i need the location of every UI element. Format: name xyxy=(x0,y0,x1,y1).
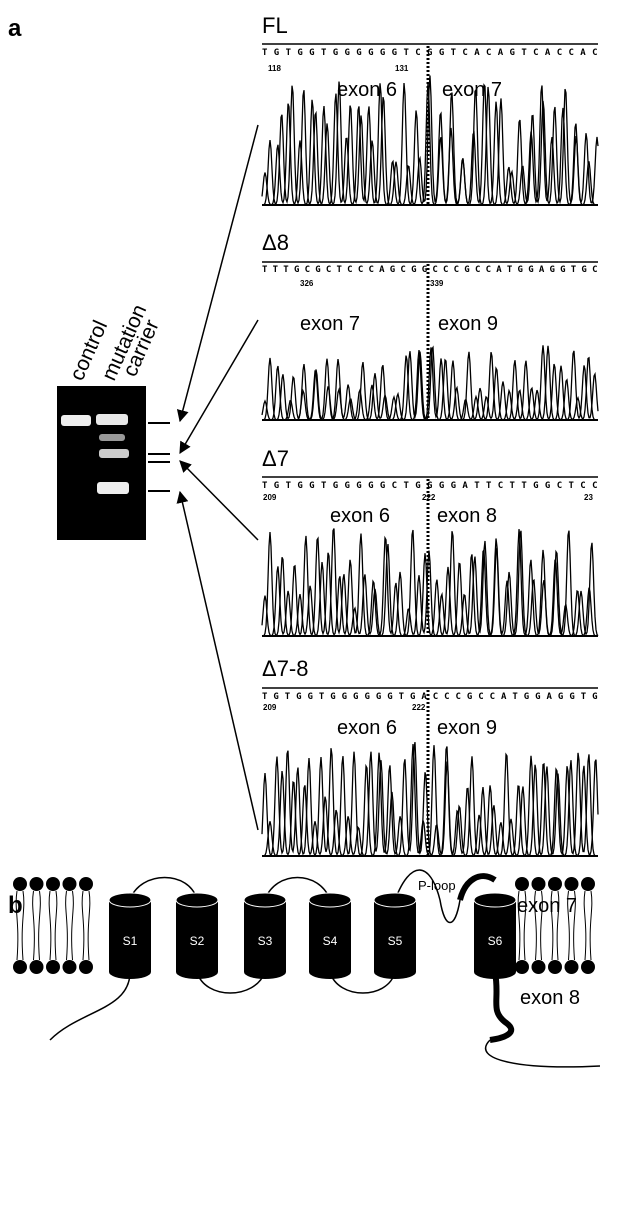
exon-label: exon 8 xyxy=(520,987,580,1009)
trace-title: Δ8 xyxy=(262,230,289,255)
helix-top xyxy=(309,893,351,907)
lipid-head xyxy=(515,877,529,891)
lipid-head xyxy=(565,960,579,974)
lipid-head xyxy=(515,960,529,974)
position: 326 xyxy=(300,279,314,288)
panel-label: b xyxy=(8,892,23,919)
exon-label: exon 6 xyxy=(337,79,397,101)
helix-bottom xyxy=(374,965,416,979)
gel-band xyxy=(61,415,91,426)
lipid-tail xyxy=(33,891,35,960)
helix-label: S2 xyxy=(190,934,205,948)
helix-top xyxy=(374,893,416,907)
lipid-tail xyxy=(49,891,51,960)
exon-label: exon 9 xyxy=(438,313,498,335)
gel xyxy=(57,386,146,540)
lipid-tail xyxy=(66,891,68,960)
sequence: TGTGGTGGGGGGTCGGTCACAGTCACCAC xyxy=(262,48,598,58)
figure: a control mutation carrier FLTGTGGTGGGGG… xyxy=(0,0,623,1209)
trace-title: Δ7-8 xyxy=(262,656,309,681)
lipid-head xyxy=(532,960,546,974)
helix-top xyxy=(176,893,218,907)
helix-bottom xyxy=(309,965,351,979)
helix-bottom xyxy=(244,965,286,979)
lipid-tail xyxy=(590,891,592,960)
gel-band xyxy=(97,482,129,494)
exon-label: exon 9 xyxy=(437,717,497,739)
lipid-tail xyxy=(39,891,41,960)
band-markers xyxy=(148,423,170,491)
p-loop-label: P-loop xyxy=(418,878,456,893)
helix-bottom xyxy=(474,965,516,979)
position: 23 xyxy=(584,493,593,502)
gel-band xyxy=(99,434,125,441)
position: 209 xyxy=(263,493,277,502)
position: 339 xyxy=(430,279,444,288)
lipid-head xyxy=(532,877,546,891)
exon-label: exon 7 xyxy=(300,313,360,335)
position: 222 xyxy=(412,703,426,712)
helix-label: S5 xyxy=(388,934,403,948)
sequence: TGTGGTGGGGGGTGACCCGCCATGGAGGTG xyxy=(262,692,598,702)
lipid-tail xyxy=(584,891,586,960)
lipid-tail xyxy=(88,891,90,960)
lipid-head xyxy=(13,877,27,891)
lipid-head xyxy=(13,960,27,974)
sequence: TTTGCGCTCCCAGCGGCCCGCCATGGAGGTGC xyxy=(262,265,598,275)
lipid-head xyxy=(79,960,93,974)
arrows xyxy=(180,125,258,830)
exon-label: exon 7 xyxy=(517,895,577,917)
position: 209 xyxy=(263,703,277,712)
helix-label: S1 xyxy=(123,934,138,948)
helix-top xyxy=(244,893,286,907)
trace-title: Δ7 xyxy=(262,446,289,471)
lipid-head xyxy=(79,877,93,891)
position: 118 xyxy=(268,64,281,73)
lipid-head xyxy=(565,877,579,891)
lipid-tail xyxy=(82,891,84,960)
helix-label: S4 xyxy=(323,934,338,948)
lipid-tail xyxy=(72,891,74,960)
helix-top xyxy=(109,893,151,907)
helix-bottom xyxy=(176,965,218,979)
lipid-head xyxy=(30,960,44,974)
gel-band xyxy=(96,414,128,425)
lipid-head xyxy=(581,877,595,891)
lipid-head xyxy=(63,960,77,974)
lipid-head xyxy=(46,877,60,891)
panel-label: a xyxy=(8,15,22,42)
exon-label: exon 8 xyxy=(437,505,497,527)
lipid-head xyxy=(63,877,77,891)
lipid-head xyxy=(548,960,562,974)
helix-bottom xyxy=(109,965,151,979)
lipid-head xyxy=(548,877,562,891)
exon-label: exon 6 xyxy=(330,505,390,527)
lipid-head xyxy=(46,960,60,974)
exon8-segment xyxy=(490,972,511,1040)
exon-label: exon 6 xyxy=(337,717,397,739)
gel-band xyxy=(99,449,129,458)
chromatogram xyxy=(262,529,598,636)
position: 131 xyxy=(395,64,409,73)
trace-title: FL xyxy=(262,13,288,38)
lipid-head xyxy=(30,877,44,891)
helix-label: S6 xyxy=(488,934,503,948)
sequence: TGTGGTGGGGGCTGGGGATTCTTGGCTCC xyxy=(262,481,598,491)
lipid-head xyxy=(581,960,595,974)
lipid-tail xyxy=(55,891,57,960)
helix-top xyxy=(474,893,516,907)
helix-label: S3 xyxy=(258,934,273,948)
